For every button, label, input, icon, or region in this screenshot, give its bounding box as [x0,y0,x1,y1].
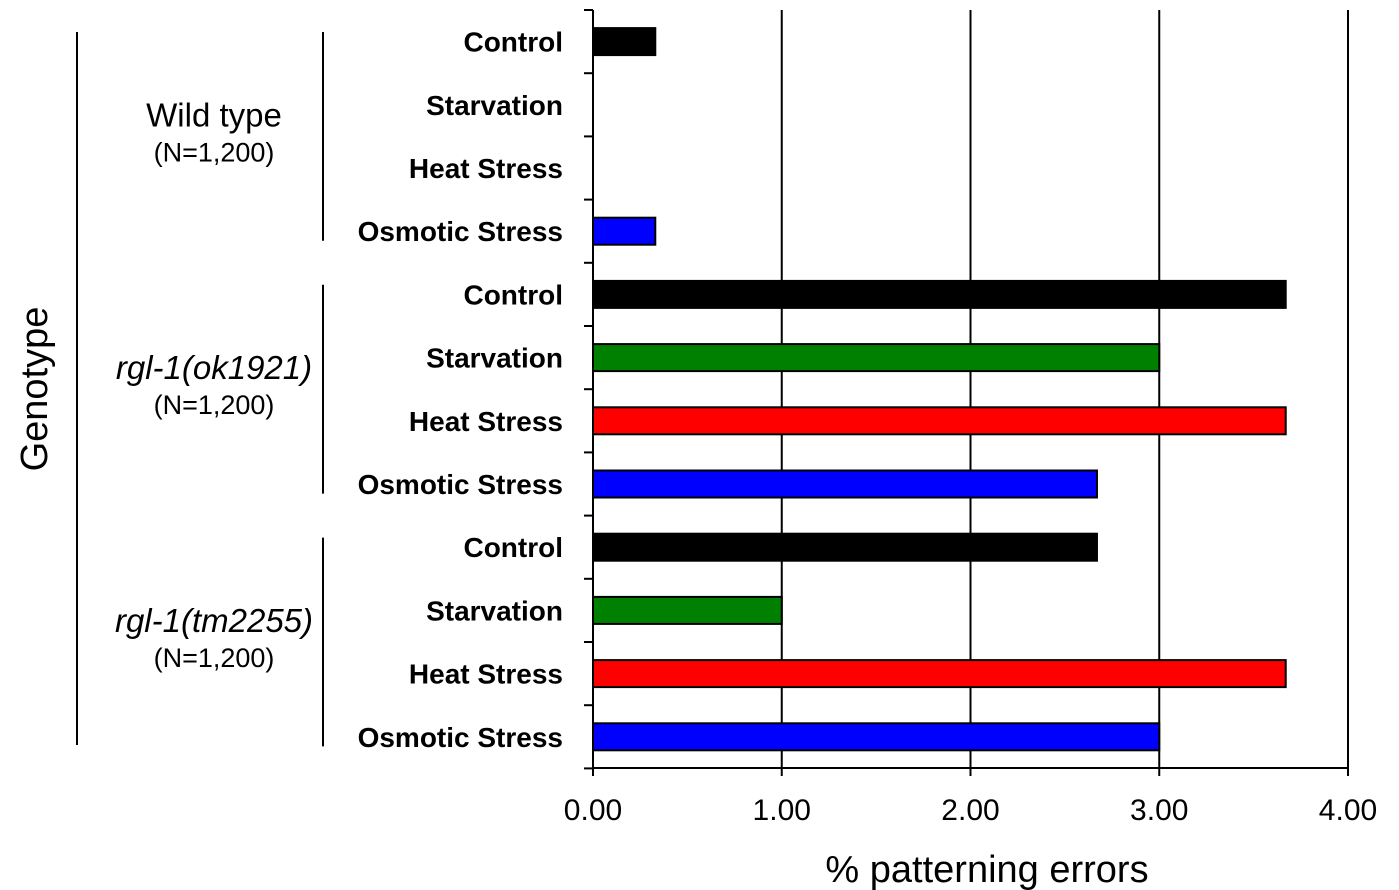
genotype-label: rgl-1(tm2255) [115,602,313,639]
genotype-label: Wild type [146,96,282,133]
category-label: Starvation [426,343,563,374]
axes [76,9,1349,776]
x-tick-label: 4.00 [1319,794,1377,827]
genotype-n-label: (N=1,200) [154,390,275,420]
x-tick-label: 3.00 [1130,794,1188,827]
category-label: Control [463,532,563,563]
bar-rgl-1-ok1921--control [592,279,1287,309]
bar-rgl-1-ok1921--starvation [592,343,1161,373]
genotype-label: rgl-1(ok1921) [116,349,312,386]
bars [592,27,1287,752]
category-label: Heat Stress [409,406,563,437]
category-label: Heat Stress [409,153,563,184]
category-label: Heat Stress [409,659,563,690]
y-axis-title: Genotype [14,307,56,472]
labels: 0.00 1.00 2.00 3.00 4.00 Control Starvation Hea… [115,27,1377,827]
grid-lines [780,10,1349,768]
category-label: Osmotic Stress [358,469,563,500]
genotype-n-label: (N=1,200) [154,137,275,167]
bar-wild-type-osmotic-stress [592,216,657,246]
x-tick-label: 2.00 [941,794,999,827]
x-tick-label: 1.00 [753,794,811,827]
bar-rgl-1-tm2255--heat-stress [592,659,1287,689]
bar-rgl-1-tm2255--starvation [592,595,783,625]
x-tick-label: 0.00 [564,794,622,827]
category-label: Control [463,27,563,58]
category-label: Osmotic Stress [358,722,563,753]
category-label: Control [463,279,563,310]
category-label: Starvation [426,90,563,121]
x-axis-title: % patterning errors [825,849,1148,890]
bar-rgl-1-tm2255--control [592,532,1098,562]
bar-rgl-1-ok1921--heat-stress [592,406,1287,436]
bar-wild-type-control [592,27,657,57]
bar-rgl-1-tm2255--osmotic-stress [592,722,1161,752]
genotype-n-label: (N=1,200) [154,643,275,673]
category-label: Starvation [426,595,563,626]
category-label: Osmotic Stress [358,216,563,247]
bar-rgl-1-ok1921--osmotic-stress [592,469,1098,499]
